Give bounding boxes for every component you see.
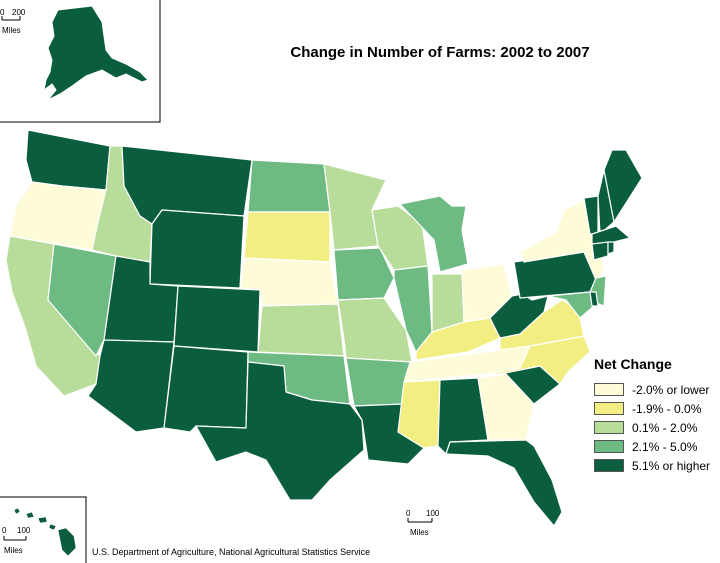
hawaii-scale-zero: 0 bbox=[2, 526, 7, 535]
state-michigan bbox=[399, 195, 469, 273]
alaska-scale-unit: Miles bbox=[2, 26, 21, 35]
state-washington bbox=[25, 129, 111, 191]
state-north-carolina bbox=[487, 335, 591, 385]
legend-title: Net Change bbox=[594, 356, 672, 372]
state-hawaii bbox=[13, 507, 77, 557]
state-mississippi bbox=[397, 379, 441, 449]
legend-swatch bbox=[594, 440, 624, 453]
state-delaware bbox=[589, 291, 599, 307]
state-rhode-island bbox=[607, 241, 615, 255]
legend-item: 2.1% - 5.0% bbox=[594, 437, 716, 456]
legend-item: 5.1% or higher bbox=[594, 456, 716, 475]
legend-item: -1.9% - 0.0% bbox=[594, 399, 716, 418]
state-alaska bbox=[43, 5, 149, 101]
state-maryland bbox=[547, 291, 595, 319]
state-new-mexico bbox=[163, 345, 249, 433]
hawaii-scale-bar bbox=[3, 536, 27, 541]
legend-label: 2.1% - 5.0% bbox=[632, 439, 698, 454]
state-texas bbox=[195, 361, 365, 501]
mainland-scale-unit: Miles bbox=[410, 528, 429, 537]
state-south-dakota bbox=[243, 211, 331, 263]
legend-swatch bbox=[594, 383, 624, 396]
alaska-inset: 0 200 Miles bbox=[0, 5, 149, 101]
mainland-scale-value: 100 bbox=[426, 509, 440, 518]
hawaii-inset: 0 100 Miles bbox=[2, 507, 77, 557]
alaska-inset-frame bbox=[0, 0, 161, 123]
hawaii-scale-value: 100 bbox=[17, 526, 31, 535]
state-maine bbox=[603, 149, 643, 223]
mainland-states bbox=[5, 129, 643, 527]
mainland-scale-zero: 0 bbox=[406, 509, 411, 518]
hawaii-inset-frame bbox=[0, 496, 87, 563]
legend: Net Change -2.0% or lower -1.9% - 0.0% 0… bbox=[594, 356, 716, 475]
state-arizona bbox=[87, 339, 175, 433]
state-massachusetts bbox=[591, 225, 631, 245]
legend-item: -2.0% or lower bbox=[594, 380, 716, 399]
state-wyoming bbox=[149, 209, 245, 289]
state-iowa bbox=[333, 247, 395, 301]
state-florida bbox=[445, 439, 563, 527]
legend-item: 0.1% - 2.0% bbox=[594, 418, 716, 437]
state-north-dakota bbox=[247, 159, 331, 213]
legend-label: -2.0% or lower bbox=[632, 382, 710, 397]
legend-swatch bbox=[594, 402, 624, 415]
map-title: Change in Number of Farms: 2002 to 2007 bbox=[290, 44, 590, 61]
legend-swatch bbox=[594, 459, 624, 472]
alaska-scale-value: 200 bbox=[12, 8, 26, 17]
legend-label: -1.9% - 0.0% bbox=[632, 401, 702, 416]
legend-label: 0.1% - 2.0% bbox=[632, 420, 698, 435]
alaska-scale-bar bbox=[1, 16, 21, 21]
state-georgia bbox=[477, 373, 535, 441]
hawaii-scale-unit: Miles bbox=[4, 546, 23, 555]
state-connecticut bbox=[591, 241, 609, 261]
legend-swatch bbox=[594, 421, 624, 434]
source-credit: U.S. Department of Agriculture, National… bbox=[92, 547, 371, 557]
state-colorado bbox=[173, 285, 261, 353]
state-kansas bbox=[257, 303, 345, 357]
legend-label: 5.1% or higher bbox=[632, 458, 711, 473]
inset-frames bbox=[0, 0, 161, 563]
mainland-scale-bar bbox=[407, 518, 433, 523]
alaska-scale-zero: 0 bbox=[0, 8, 5, 17]
